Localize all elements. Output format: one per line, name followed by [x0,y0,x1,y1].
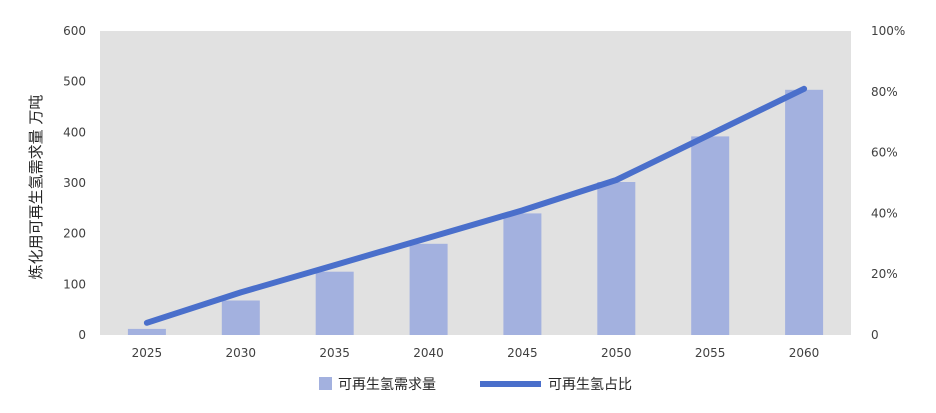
bar-2040 [409,243,448,335]
legend-bar-swatch [319,377,332,390]
y-tick-label: 0 [78,328,86,342]
y2-tick-label: 0 [871,328,879,342]
x-axis: 2025 2030 2035 2040 2045 2050 2055 2060 [132,346,820,360]
y-tick-label: 500 [63,75,86,89]
y-tick-label: 600 [63,24,86,38]
bar-2055 [691,136,730,335]
y-tick-label: 100 [63,277,86,291]
x-tick-label: 2045 [507,346,538,360]
y-tick-label: 200 [63,227,86,241]
y2-tick-label: 40% [871,206,898,220]
plot-area-background [100,31,851,335]
line-series [143,85,808,326]
x-tick-label: 2060 [789,346,820,360]
bar-2035 [315,271,354,335]
bar-2025 [127,328,166,335]
y-tick-label: 400 [63,125,86,139]
y-axis-right: 0 20% 40% 60% 80% 100% [871,24,905,342]
y-axis-title: 炼化用可再生氢需求量 万吨 [27,95,45,280]
y2-tick-label: 60% [871,146,898,160]
x-tick-label: 2035 [319,346,350,360]
x-tick-label: 2030 [226,346,257,360]
y-tick-label: 300 [63,176,86,190]
y2-tick-label: 100% [871,24,905,38]
bar-2060 [785,89,824,335]
bar-series [127,89,824,335]
x-tick-label: 2055 [695,346,726,360]
legend[interactable]: 可再生氢需求量 可再生氢占比 [319,377,632,393]
legend-bar-label: 可再生氢需求量 [338,377,436,393]
legend-line-label: 可再生氢占比 [548,377,632,393]
bar-2050 [597,182,636,335]
x-tick-label: 2050 [601,346,632,360]
y-axis-left: 0 100 200 300 400 500 600 [63,24,86,342]
x-tick-label: 2040 [413,346,444,360]
bar-2030 [221,300,260,335]
x-tick-label: 2025 [132,346,163,360]
bar-2045 [503,213,542,335]
y2-tick-label: 80% [871,85,898,99]
y2-tick-label: 20% [871,267,898,281]
